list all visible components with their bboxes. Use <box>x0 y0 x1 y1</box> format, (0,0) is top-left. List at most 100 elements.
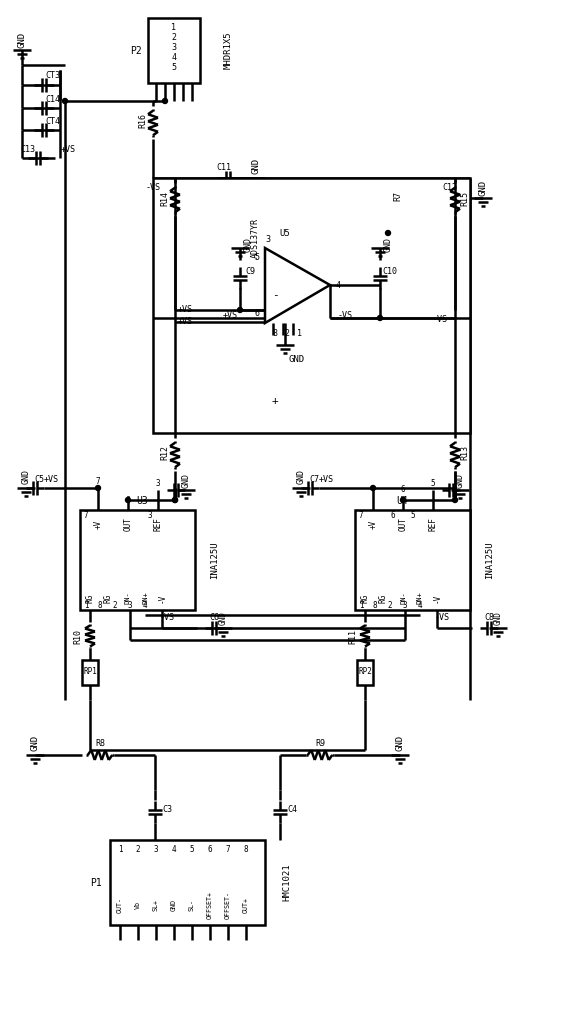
Text: 2: 2 <box>388 600 392 609</box>
Text: 5: 5 <box>255 253 260 262</box>
Text: RG: RG <box>104 593 113 602</box>
Text: OFFSET-: OFFSET- <box>225 891 231 919</box>
Circle shape <box>173 498 177 502</box>
Text: DN-: DN- <box>125 592 131 604</box>
Bar <box>82 660 98 685</box>
Text: CT3: CT3 <box>46 71 61 81</box>
Text: 1: 1 <box>296 328 301 338</box>
Text: +VS: +VS <box>223 311 237 319</box>
Text: -VS: -VS <box>432 315 447 324</box>
Text: GND: GND <box>395 734 404 751</box>
Text: REF: REF <box>153 518 162 531</box>
Text: P2: P2 <box>130 45 142 56</box>
Text: RG: RG <box>85 593 94 602</box>
Text: -: - <box>272 290 279 300</box>
Circle shape <box>452 498 458 502</box>
Text: 8: 8 <box>98 600 102 609</box>
Circle shape <box>371 486 375 491</box>
Text: 5: 5 <box>411 510 415 520</box>
Text: R7: R7 <box>394 191 403 201</box>
Text: +VS: +VS <box>43 474 58 483</box>
Text: P1: P1 <box>90 877 102 887</box>
Text: C4: C4 <box>287 806 297 814</box>
Bar <box>355 510 470 611</box>
Text: 2: 2 <box>172 32 177 41</box>
Text: +VS: +VS <box>177 317 193 326</box>
Text: R11: R11 <box>348 628 358 644</box>
Text: 2: 2 <box>136 845 140 854</box>
Text: 3: 3 <box>265 236 271 245</box>
Text: +VS: +VS <box>177 306 193 314</box>
Text: SL-: SL- <box>189 899 195 911</box>
Text: -V: -V <box>157 593 166 602</box>
Bar <box>110 840 265 925</box>
Text: 4: 4 <box>418 600 422 609</box>
Text: R13: R13 <box>460 445 470 461</box>
Text: GND: GND <box>252 158 260 175</box>
Text: 7: 7 <box>96 477 100 487</box>
Text: R14: R14 <box>161 190 169 206</box>
Text: RP1: RP1 <box>83 667 97 677</box>
Text: INA125U: INA125U <box>486 541 495 578</box>
Text: U4: U4 <box>396 496 408 506</box>
Text: GND: GND <box>171 899 177 911</box>
Bar <box>357 660 373 685</box>
Text: 6: 6 <box>208 845 212 854</box>
Text: Vb: Vb <box>135 901 141 909</box>
Text: INA125U: INA125U <box>210 541 220 578</box>
Circle shape <box>386 230 391 236</box>
Text: C11: C11 <box>216 163 232 173</box>
Text: GND: GND <box>244 237 252 251</box>
Text: 7: 7 <box>84 510 88 520</box>
Text: 1: 1 <box>359 600 363 609</box>
Text: GND: GND <box>455 472 464 488</box>
Text: C9: C9 <box>245 268 255 277</box>
Text: -VS: -VS <box>145 184 161 192</box>
Text: 2: 2 <box>284 328 289 338</box>
Text: 8: 8 <box>244 845 248 854</box>
Text: U3: U3 <box>137 496 148 506</box>
Text: 6: 6 <box>255 309 260 317</box>
Circle shape <box>125 498 130 502</box>
Text: 6: 6 <box>401 486 406 495</box>
Text: SL+: SL+ <box>153 899 159 911</box>
Text: 3: 3 <box>403 600 407 609</box>
Text: 3: 3 <box>154 845 158 854</box>
Text: 5: 5 <box>190 845 194 854</box>
Bar <box>148 18 200 83</box>
Text: 4: 4 <box>336 281 340 289</box>
Text: DN+: DN+ <box>417 592 423 604</box>
Text: 4: 4 <box>172 845 176 854</box>
Text: GND: GND <box>18 32 26 49</box>
Text: +V: +V <box>93 520 102 529</box>
Text: -VS: -VS <box>435 614 450 623</box>
Text: HMC1021: HMC1021 <box>283 864 292 902</box>
Text: GND: GND <box>181 472 190 488</box>
Text: GND: GND <box>22 469 30 483</box>
Circle shape <box>173 498 177 502</box>
Circle shape <box>378 315 383 320</box>
Text: GND: GND <box>479 180 487 196</box>
Text: RG: RG <box>360 593 370 602</box>
Text: 2: 2 <box>113 600 117 609</box>
Text: ADS137YR: ADS137YR <box>251 218 260 258</box>
Bar <box>80 510 195 611</box>
Text: C5: C5 <box>34 474 44 483</box>
Text: OFFSET+: OFFSET+ <box>207 891 213 919</box>
Text: +: + <box>272 396 279 406</box>
Circle shape <box>62 98 67 103</box>
Text: GND: GND <box>219 612 228 625</box>
Text: 8: 8 <box>373 600 378 609</box>
Text: RP2: RP2 <box>358 667 372 677</box>
Text: 3: 3 <box>172 42 177 52</box>
Text: C12: C12 <box>443 184 458 192</box>
Text: 5: 5 <box>431 479 435 489</box>
Text: R16: R16 <box>138 114 148 128</box>
Text: GND: GND <box>289 354 305 364</box>
Circle shape <box>400 498 406 502</box>
Text: 3: 3 <box>128 600 132 609</box>
Text: R8: R8 <box>95 739 105 748</box>
Text: C13: C13 <box>21 145 35 154</box>
Text: +VS: +VS <box>61 145 76 154</box>
Text: R9: R9 <box>315 739 325 748</box>
